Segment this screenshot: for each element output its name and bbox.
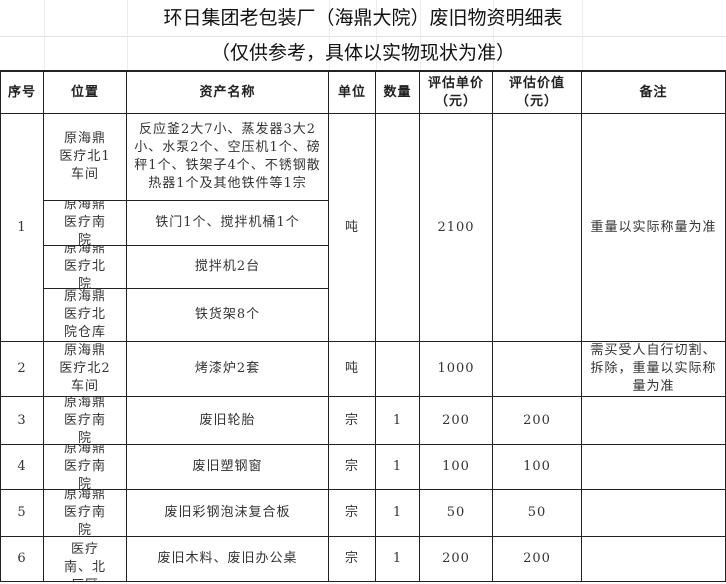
value-cell: 50	[493, 490, 582, 537]
remarks-cell	[582, 397, 726, 445]
unit-price-cell: 100	[420, 445, 493, 490]
page-subtitle: （仅供参考，具体以实物现状为准）	[210, 42, 515, 64]
remarks-cell	[582, 445, 726, 490]
unit-price-cell: 200	[420, 537, 493, 582]
header-asset-name: 资产名称	[127, 70, 329, 114]
remarks-cell	[582, 490, 726, 537]
quantity-cell: 1	[376, 490, 420, 537]
unit-price-cell: 50	[420, 490, 493, 537]
value-cell	[493, 342, 582, 397]
row-number: 2	[0, 342, 44, 397]
location-cell: 原海鼎医疗南、北厂区	[44, 537, 127, 582]
sheet-gridline	[127, 0, 128, 70]
unit-price-cell: 1000	[420, 342, 493, 397]
remarks-cell	[582, 537, 726, 582]
quantity-cell	[376, 114, 420, 342]
sheet-gridline	[420, 0, 421, 70]
row-number: 6	[0, 537, 44, 582]
value-cell	[493, 114, 582, 342]
header-unit: 单位	[329, 70, 376, 114]
sheet-gridline	[376, 0, 377, 70]
sheet-gridline	[582, 0, 583, 70]
asset-name-cell: 废旧轮胎	[127, 397, 329, 445]
quantity-cell: 1	[376, 445, 420, 490]
page-title: 环日集团老包装厂（海鼎大院）废旧物资明细表	[0, 0, 726, 37]
header-remarks: 备注	[582, 70, 726, 114]
value-cell: 200	[493, 397, 582, 445]
unit-cell: 吨	[329, 342, 376, 397]
unit-price-cell: 200	[420, 397, 493, 445]
asset-name-cell: 铁货架8个	[127, 289, 329, 342]
header-unit-price: 评估单价（元）	[420, 70, 493, 114]
header-no: 序号	[0, 70, 44, 114]
location-cell: 原海鼎医疗北院仓库	[44, 289, 127, 342]
location-cell: 原海鼎医疗南院	[44, 201, 127, 246]
unit-cell: 宗	[329, 445, 376, 490]
sheet-gridline	[329, 0, 330, 70]
location-cell: 原海鼎医疗北1车间	[44, 114, 127, 201]
unit-cell: 宗	[329, 397, 376, 445]
unit-cell: 宗	[329, 490, 376, 537]
row-number: 3	[0, 397, 44, 445]
location-cell: 原海鼎医疗南院	[44, 397, 127, 445]
quantity-cell	[376, 342, 420, 397]
asset-name-cell: 废旧塑钢窗	[127, 445, 329, 490]
value-cell: 100	[493, 445, 582, 490]
header-quantity: 数量	[376, 70, 420, 114]
asset-name-cell: 反应釜2大7小、蒸发器3大2小、水泵2个、空压机1个、磅秤1个、铁架子4个、不锈…	[127, 114, 329, 201]
remarks-cell: 重量以实际称量为准	[582, 114, 726, 342]
value-cell: 200	[493, 537, 582, 582]
row-number: 5	[0, 490, 44, 537]
unit-price-cell: 2100	[420, 114, 493, 342]
quantity-cell: 1	[376, 397, 420, 445]
location-cell: 原海鼎医疗北院	[44, 246, 127, 289]
unit-cell: 宗	[329, 537, 376, 582]
sheet-gridline	[44, 0, 45, 70]
header-value: 评估价值（元）	[493, 70, 582, 114]
asset-name-cell: 废旧木料、废旧办公桌	[127, 537, 329, 582]
asset-name-cell: 搅拌机2台	[127, 246, 329, 289]
sheet-gridline	[493, 0, 494, 70]
unit-cell: 吨	[329, 114, 376, 342]
asset-name-cell: 烤漆炉2套	[127, 342, 329, 397]
quantity-cell: 1	[376, 537, 420, 582]
asset-name-cell: 铁门1个、搅拌机桶1个	[127, 201, 329, 246]
remarks-cell: 需买受人自行切割、拆除，重量以实际称量为准	[582, 342, 726, 397]
asset-name-cell: 废旧彩钢泡沫复合板	[127, 490, 329, 537]
row-number: 1	[0, 114, 44, 342]
header-location: 位置	[44, 70, 127, 114]
location-cell: 原海鼎医疗北2车间	[44, 342, 127, 397]
location-cell: 原海鼎医疗南院	[44, 445, 127, 490]
row-number: 4	[0, 445, 44, 490]
location-cell: 原海鼎医疗南院	[44, 490, 127, 537]
